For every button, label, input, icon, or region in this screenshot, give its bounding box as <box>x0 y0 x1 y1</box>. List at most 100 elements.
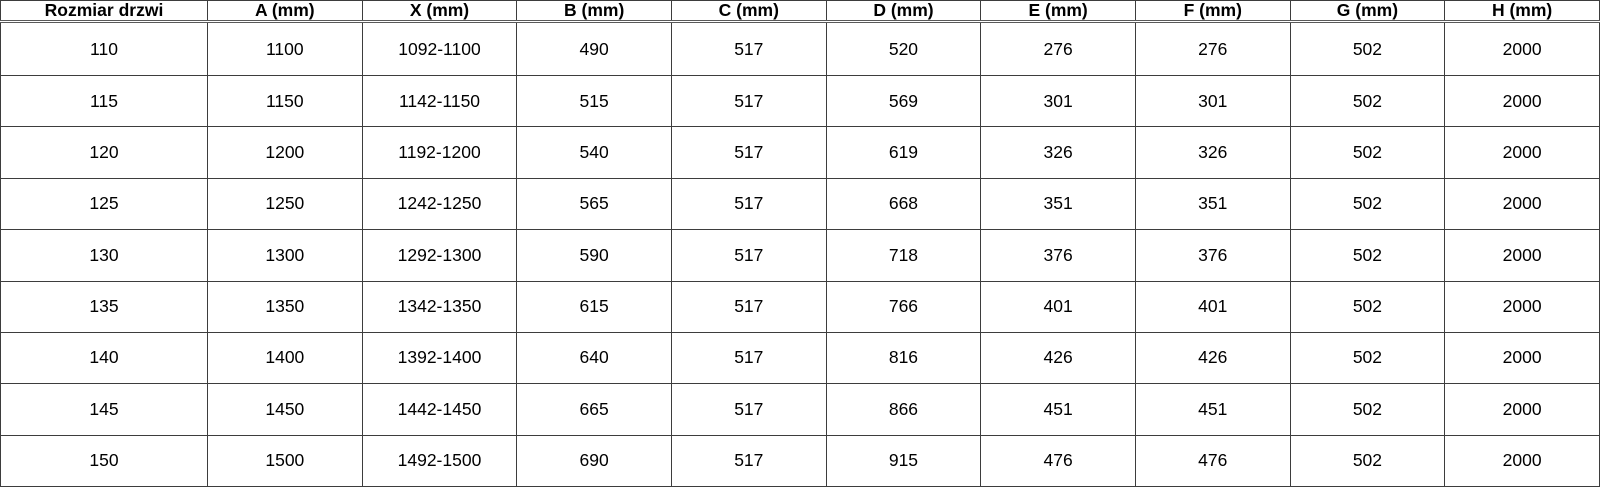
table-cell: 2000 <box>1444 21 1600 77</box>
table-cell: 540 <box>516 126 672 179</box>
table-cell: 517 <box>670 280 827 333</box>
table-cell: 140 <box>0 331 208 385</box>
table-cell: 150 <box>0 434 208 487</box>
table-cell: 517 <box>670 21 827 77</box>
table-cell: 376 <box>980 229 1136 282</box>
table-cell: 515 <box>516 75 672 128</box>
table-cell: 1192-1200 <box>361 126 518 179</box>
table-cell: 1450 <box>207 383 363 436</box>
table-cell: 502 <box>1289 177 1446 231</box>
table-cell: 490 <box>516 21 672 77</box>
column-header-f: F (mm) <box>1134 0 1291 24</box>
table-cell: 502 <box>1289 75 1446 128</box>
table-cell: 1342-1350 <box>361 280 518 333</box>
table-cell: 451 <box>980 383 1136 436</box>
table-cell: 1092-1100 <box>361 21 518 77</box>
table-cell: 816 <box>825 331 982 385</box>
column-header-x: X (mm) <box>361 0 518 24</box>
table-cell: 718 <box>825 229 982 282</box>
column-header-a: A (mm) <box>207 0 363 24</box>
table-cell: 2000 <box>1444 126 1600 179</box>
table-cell: 351 <box>980 177 1136 231</box>
table-row-120: 120 1200 1192-1200 540 517 619 326 326 502 2000 <box>0 126 1600 179</box>
table-row-140: 140 1400 1392-1400 640 517 816 426 426 502 2000 <box>0 331 1600 385</box>
table-cell: 565 <box>516 177 672 231</box>
table-cell: 120 <box>0 126 208 179</box>
table-cell: 615 <box>516 280 672 333</box>
table-cell: 517 <box>670 126 827 179</box>
table-row-110: 110 1100 1092-1100 490 517 520 276 276 502 2000 <box>0 21 1600 77</box>
table-cell: 1400 <box>207 331 363 385</box>
table-cell: 665 <box>516 383 672 436</box>
table-cell: 866 <box>825 383 982 436</box>
table-cell: 145 <box>0 383 208 436</box>
table-cell: 426 <box>980 331 1136 385</box>
table-cell: 326 <box>980 126 1136 179</box>
table-cell: 619 <box>825 126 982 179</box>
table-cell: 517 <box>670 331 827 385</box>
column-header-rozmiar-drzwi: Rozmiar drzwi <box>0 0 208 24</box>
table-cell: 1142-1150 <box>361 75 518 128</box>
table-cell: 476 <box>980 434 1136 487</box>
table-cell: 401 <box>1134 280 1291 333</box>
table-cell: 426 <box>1134 331 1291 385</box>
table-cell: 517 <box>670 177 827 231</box>
table-cell: 326 <box>1134 126 1291 179</box>
table-cell: 766 <box>825 280 982 333</box>
column-header-e: E (mm) <box>980 0 1136 24</box>
column-header-d: D (mm) <box>825 0 982 24</box>
table-cell: 2000 <box>1444 383 1600 436</box>
table-cell: 110 <box>0 21 208 77</box>
table-cell: 2000 <box>1444 177 1600 231</box>
table-cell: 1242-1250 <box>361 177 518 231</box>
table-cell: 1500 <box>207 434 363 487</box>
table-cell: 1392-1400 <box>361 331 518 385</box>
table-cell: 517 <box>670 75 827 128</box>
table-cell: 276 <box>980 21 1136 77</box>
table-cell: 502 <box>1289 383 1446 436</box>
table-cell: 2000 <box>1444 280 1600 333</box>
table-cell: 640 <box>516 331 672 385</box>
table-cell: 301 <box>980 75 1136 128</box>
table-cell: 1250 <box>207 177 363 231</box>
table-cell: 1150 <box>207 75 363 128</box>
table-body: 110 1100 1092-1100 490 517 520 276 276 502 2000 11… <box>0 21 1600 487</box>
table-row-125: 125 1250 1242-1250 565 517 668 351 351 502 2000 <box>0 177 1600 231</box>
table-cell: 401 <box>980 280 1136 333</box>
table-cell: 502 <box>1289 331 1446 385</box>
table-row-130: 130 1300 1292-1300 590 517 718 376 376 502 2000 <box>0 229 1600 282</box>
table-cell: 2000 <box>1444 434 1600 487</box>
table-cell: 1300 <box>207 229 363 282</box>
column-header-c: C (mm) <box>670 0 827 24</box>
table-cell: 276 <box>1134 21 1291 77</box>
table-cell: 569 <box>825 75 982 128</box>
table-cell: 668 <box>825 177 982 231</box>
table-cell: 502 <box>1289 126 1446 179</box>
table-cell: 1292-1300 <box>361 229 518 282</box>
table-cell: 130 <box>0 229 208 282</box>
table-row-145: 145 1450 1442-1450 665 517 866 451 451 502 2000 <box>0 383 1600 436</box>
table-cell: 690 <box>516 434 672 487</box>
table-cell: 2000 <box>1444 331 1600 385</box>
table-cell: 301 <box>1134 75 1291 128</box>
table-cell: 520 <box>825 21 982 77</box>
table-cell: 502 <box>1289 229 1446 282</box>
table-cell: 590 <box>516 229 672 282</box>
table-cell: 502 <box>1289 21 1446 77</box>
table-cell: 476 <box>1134 434 1291 487</box>
table-cell: 502 <box>1289 280 1446 333</box>
table-cell: 1492-1500 <box>361 434 518 487</box>
table-cell: 1200 <box>207 126 363 179</box>
table-cell: 517 <box>670 434 827 487</box>
column-header-g: G (mm) <box>1289 0 1446 24</box>
table-cell: 451 <box>1134 383 1291 436</box>
table-cell: 376 <box>1134 229 1291 282</box>
table-cell: 2000 <box>1444 229 1600 282</box>
table-cell: 1100 <box>207 21 363 77</box>
table-row-135: 135 1350 1342-1350 615 517 766 401 401 502 2000 <box>0 280 1600 333</box>
table-cell: 1350 <box>207 280 363 333</box>
table-cell: 115 <box>0 75 208 128</box>
table-row-150: 150 1500 1492-1500 690 517 915 476 476 502 2000 <box>0 434 1600 487</box>
